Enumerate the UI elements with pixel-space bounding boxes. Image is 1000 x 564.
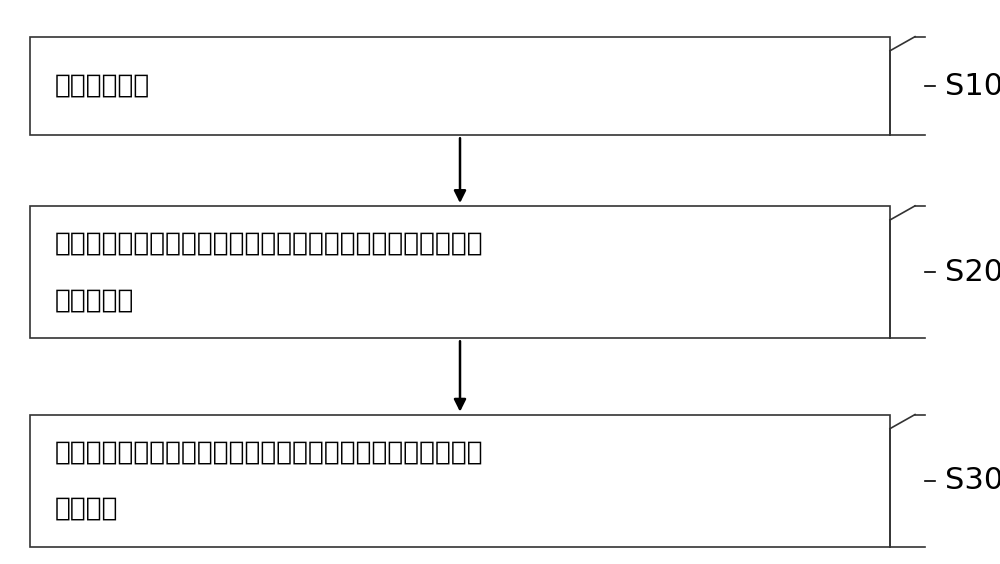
Bar xyxy=(30,206,890,338)
Bar xyxy=(30,37,890,135)
Text: 提供一衬底；: 提供一衬底； xyxy=(55,73,150,99)
Text: 通过掩膜在所述电极层上制作出源电极以及漏电极的电极部和: 通过掩膜在所述电极层上制作出源电极以及漏电极的电极部和 xyxy=(55,439,484,466)
Text: 在所述衬底上依次沉积金属反射层，绶缘介质层，二硫化鄒层: 在所述衬底上依次沉积金属反射层，绶缘介质层，二硫化鄒层 xyxy=(55,231,484,257)
Text: S300: S300 xyxy=(945,466,1000,495)
Text: S200: S200 xyxy=(945,258,1000,287)
Bar xyxy=(30,415,890,547)
Text: S100: S100 xyxy=(945,72,1000,100)
Text: 和电极层；: 和电极层； xyxy=(55,287,134,314)
Text: 光栅部。: 光栅部。 xyxy=(55,496,119,522)
